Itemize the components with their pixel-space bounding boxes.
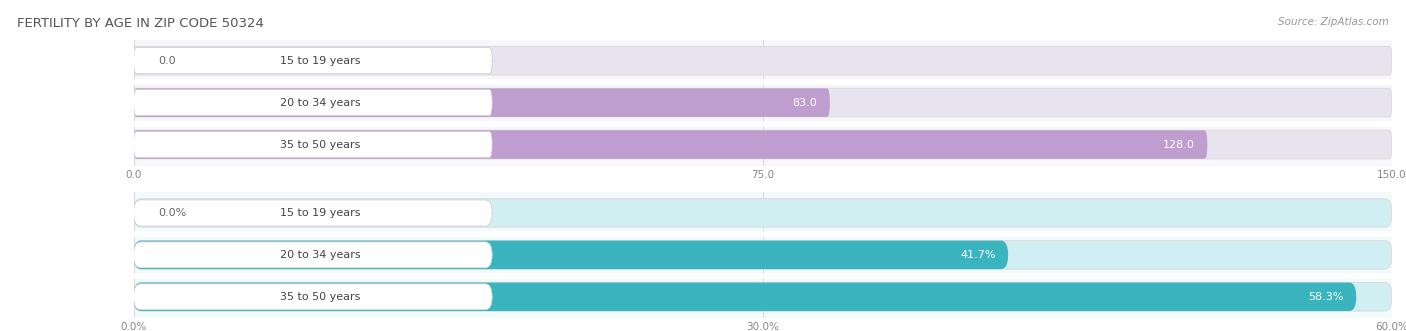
Text: 20 to 34 years: 20 to 34 years: [280, 98, 360, 108]
FancyBboxPatch shape: [134, 200, 492, 226]
FancyBboxPatch shape: [134, 130, 1208, 159]
Text: 35 to 50 years: 35 to 50 years: [280, 292, 360, 302]
Text: 83.0: 83.0: [793, 98, 817, 108]
FancyBboxPatch shape: [134, 88, 1392, 117]
FancyBboxPatch shape: [134, 48, 492, 74]
FancyBboxPatch shape: [134, 90, 492, 116]
Text: 128.0: 128.0: [1163, 140, 1195, 150]
FancyBboxPatch shape: [134, 283, 1392, 311]
FancyBboxPatch shape: [134, 242, 492, 268]
Text: 0.0: 0.0: [159, 56, 176, 66]
Text: 58.3%: 58.3%: [1309, 292, 1344, 302]
Text: FERTILITY BY AGE IN ZIP CODE 50324: FERTILITY BY AGE IN ZIP CODE 50324: [17, 17, 264, 29]
FancyBboxPatch shape: [134, 241, 1392, 269]
Text: 20 to 34 years: 20 to 34 years: [280, 250, 360, 260]
Text: 41.7%: 41.7%: [960, 250, 995, 260]
FancyBboxPatch shape: [134, 88, 830, 117]
FancyBboxPatch shape: [134, 241, 1008, 269]
Text: 15 to 19 years: 15 to 19 years: [280, 56, 360, 66]
FancyBboxPatch shape: [134, 131, 492, 158]
Text: Source: ZipAtlas.com: Source: ZipAtlas.com: [1278, 17, 1389, 26]
Text: 0.0%: 0.0%: [159, 208, 187, 218]
FancyBboxPatch shape: [134, 199, 1392, 227]
Text: 15 to 19 years: 15 to 19 years: [280, 208, 360, 218]
FancyBboxPatch shape: [134, 46, 1392, 75]
FancyBboxPatch shape: [134, 283, 1357, 311]
Text: 35 to 50 years: 35 to 50 years: [280, 140, 360, 150]
FancyBboxPatch shape: [134, 130, 1392, 159]
FancyBboxPatch shape: [134, 284, 492, 310]
